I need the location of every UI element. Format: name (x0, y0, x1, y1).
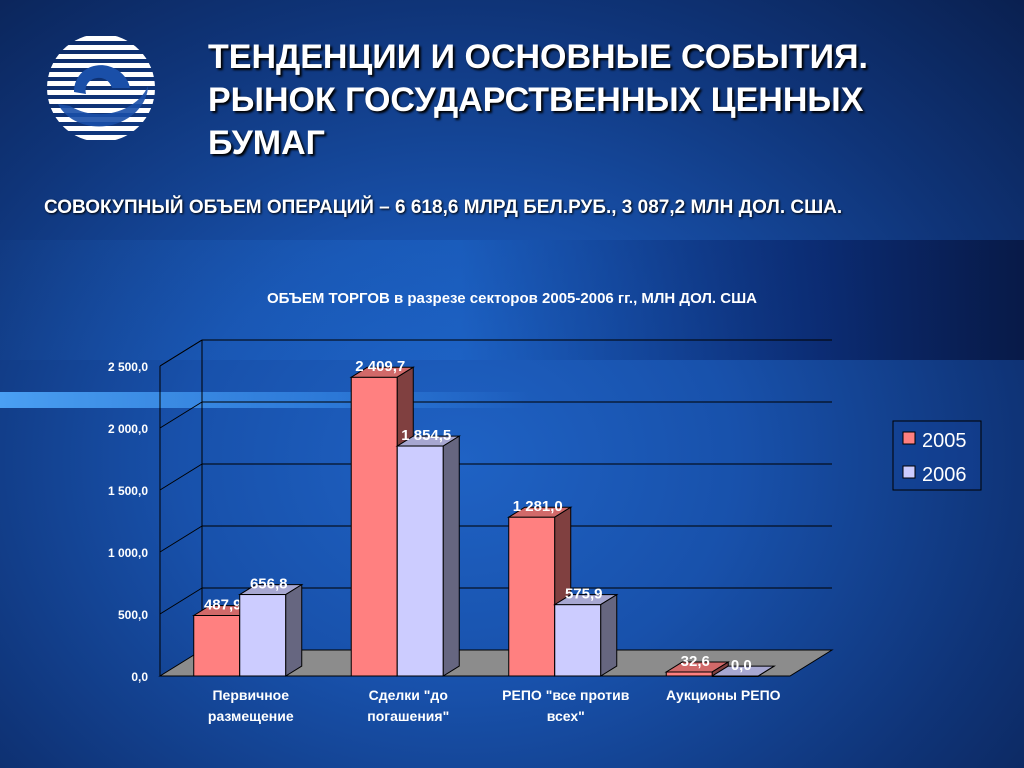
x-tick-label: Аукционы РЕПО (666, 687, 781, 703)
bar-front (508, 516, 556, 677)
gridline-diagonal (159, 525, 203, 553)
x-tick-label: Первичное (212, 687, 289, 703)
bar-front (193, 615, 241, 677)
y-tick-label: 500,0 (118, 608, 148, 622)
x-tick-label: погашения" (367, 708, 449, 724)
bar-side (285, 583, 303, 677)
bar-side (600, 593, 618, 677)
bar-front (350, 376, 398, 677)
gridline-diagonal (159, 587, 203, 615)
y-axis-top (159, 339, 203, 367)
y-tick-label: 0,0 (131, 670, 148, 684)
legend-swatch (902, 465, 916, 479)
data-label: 0,0 (731, 657, 752, 674)
legend-swatch (902, 431, 916, 445)
bar-side (757, 665, 775, 677)
data-label: 487,9 (204, 597, 242, 614)
slide-title: ТЕНДЕНЦИИ И ОСНОВНЫЕ СОБЫТИЯ. РЫНОК ГОСУ… (208, 38, 868, 162)
y-tick-label: 2 000,0 (108, 422, 148, 436)
x-tick-label: Сделки "до (369, 687, 448, 703)
data-label: 32,6 (681, 653, 710, 670)
bar-front (665, 671, 713, 677)
data-label: 575,9 (565, 586, 603, 603)
bar-front (396, 445, 444, 677)
bar-side (442, 435, 460, 677)
legend-label: 2006 (922, 464, 967, 486)
slide-subtitle: СОВОКУПНЫЙ ОБЪЕМ ОПЕРАЦИЙ – 6 618,6 МЛРД… (44, 197, 843, 218)
gridline-diagonal (159, 401, 203, 429)
x-tick-label: РЕПО "все против (502, 687, 630, 703)
data-label: 1 854,5 (401, 427, 451, 444)
y-tick-label: 2 500,0 (108, 360, 148, 374)
bar-front (239, 594, 287, 677)
y-tick-label: 1 000,0 (108, 546, 148, 560)
legend-label: 2005 (922, 430, 967, 452)
globe-swirl-logo-icon (47, 36, 155, 140)
y-tick-label: 1 500,0 (108, 484, 148, 498)
bar-front (554, 604, 602, 677)
x-tick-label: размещение (208, 708, 294, 724)
chart-title: ОБЪЕМ ТОРГОВ в разрезе секторов 2005-200… (267, 290, 757, 307)
x-tick-label: всех" (547, 708, 585, 724)
data-label: 656,8 (250, 576, 288, 593)
data-label: 2 409,7 (355, 358, 405, 375)
gridline-diagonal (159, 463, 203, 491)
data-label: 1 281,0 (513, 498, 563, 515)
